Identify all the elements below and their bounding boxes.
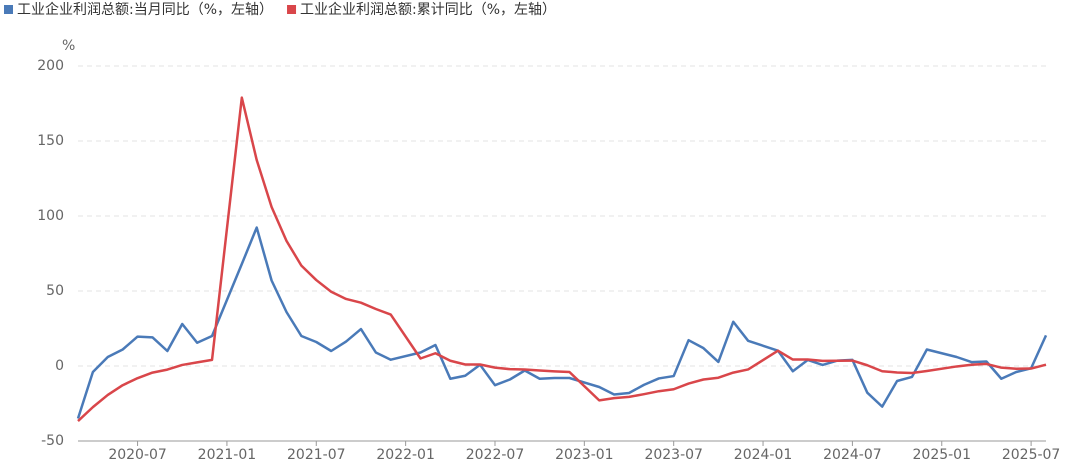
x-tick-label: 2025-07 [1002,447,1061,460]
y-tick-label: 50 [46,283,64,299]
x-tick-label: 2020-07 [108,447,167,460]
y-tick-label: 100 [37,208,64,224]
legend-label: 工业企业利润总额:累计同比（%，左轴） [300,1,556,18]
legend-label: 工业企业利润总额:当月同比（%，左轴） [17,1,273,18]
y-unit-label: % [62,38,75,54]
y-tick-label: 200 [37,58,64,74]
x-tick-label: 2023-01 [555,447,614,460]
x-tick-label: 2021-01 [198,447,257,460]
legend-swatch [4,5,13,14]
x-tick-label: 2022-01 [376,447,435,460]
x-tick-label: 2024-07 [823,447,882,460]
x-tick-label: 2021-07 [287,447,346,460]
y-tick-label: -50 [41,433,64,449]
legend: 工业企业利润总额:当月同比（%，左轴） 工业企业利润总额:累计同比（%，左轴） [4,1,556,18]
x-tick-label: 2025-01 [913,447,972,460]
legend-swatch [287,5,297,14]
y-tick-label: 0 [55,358,64,374]
x-tick-label: 2023-07 [644,447,703,460]
series-line [77,96,1047,422]
series-line [76,226,1048,419]
y-tick-label: 150 [37,133,64,149]
x-tick-label: 2024-01 [734,447,793,460]
x-tick-label: 2022-07 [466,447,525,460]
